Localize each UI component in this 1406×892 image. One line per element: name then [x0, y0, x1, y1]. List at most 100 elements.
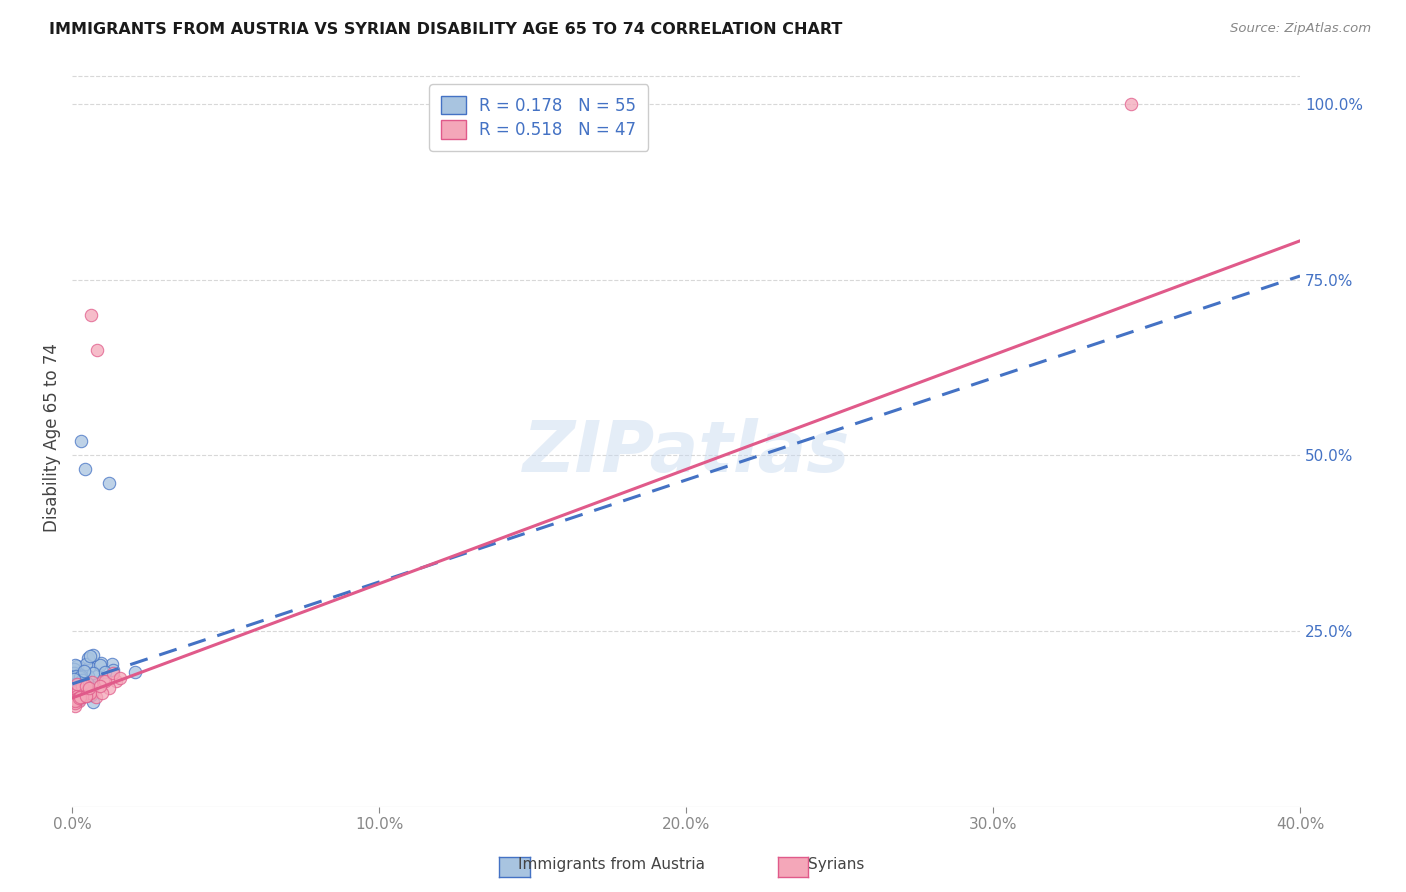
- Point: [65, 691, 87, 706]
- Point: [69, 673, 91, 687]
- Point: [73, 462, 96, 476]
- Text: IMMIGRANTS FROM AUSTRIA VS SYRIAN DISABILITY AGE 65 TO 74 CORRELATION CHART: IMMIGRANTS FROM AUSTRIA VS SYRIAN DISABI…: [49, 22, 842, 37]
- Point: [66, 686, 89, 700]
- Point: [80, 684, 103, 698]
- Point: [67, 691, 90, 706]
- Point: [79, 685, 101, 699]
- Point: [76, 684, 98, 698]
- Point: [63, 665, 86, 679]
- Point: [69, 670, 91, 684]
- Point: [79, 684, 101, 698]
- Point: [69, 674, 91, 689]
- Point: [62, 669, 84, 683]
- Point: [70, 673, 93, 687]
- Point: [75, 689, 97, 703]
- Point: [63, 673, 86, 687]
- Point: [72, 676, 94, 690]
- Point: [72, 689, 94, 703]
- Point: [79, 308, 101, 322]
- Point: [79, 648, 101, 663]
- Point: [65, 668, 87, 682]
- Point: [73, 665, 96, 679]
- Point: [65, 691, 87, 706]
- Point: [73, 681, 96, 695]
- Point: [65, 692, 87, 706]
- Point: [65, 693, 87, 707]
- Point: [70, 434, 93, 449]
- Point: [103, 665, 125, 680]
- Point: [103, 663, 125, 677]
- Point: [1121, 96, 1143, 111]
- Point: [66, 683, 89, 698]
- Text: ZIPatlas: ZIPatlas: [523, 418, 849, 487]
- Point: [77, 669, 100, 683]
- Text: Syrians: Syrians: [808, 857, 865, 872]
- Point: [65, 694, 87, 708]
- Y-axis label: Disability Age 65 to 74: Disability Age 65 to 74: [44, 343, 60, 533]
- Point: [65, 657, 87, 672]
- Point: [91, 674, 114, 689]
- Point: [72, 690, 94, 705]
- Point: [75, 657, 97, 671]
- Point: [75, 674, 97, 689]
- Point: [82, 694, 104, 708]
- Point: [80, 675, 103, 690]
- Point: [89, 657, 111, 672]
- Point: [72, 687, 94, 701]
- Point: [70, 669, 93, 683]
- Point: [75, 690, 97, 704]
- Point: [101, 657, 124, 671]
- Point: [82, 648, 104, 663]
- Point: [65, 691, 87, 706]
- Point: [108, 671, 131, 685]
- Point: [63, 676, 86, 690]
- Point: [63, 680, 86, 694]
- Point: [63, 676, 86, 690]
- Point: [66, 677, 89, 691]
- Text: Source: ZipAtlas.com: Source: ZipAtlas.com: [1230, 22, 1371, 36]
- Point: [65, 696, 87, 710]
- Point: [69, 690, 91, 704]
- Point: [69, 686, 91, 700]
- Point: [98, 681, 121, 696]
- Point: [84, 690, 107, 704]
- Point: [70, 674, 93, 689]
- Point: [104, 673, 127, 688]
- Point: [69, 668, 91, 682]
- Point: [93, 665, 115, 679]
- Point: [77, 688, 100, 702]
- Point: [98, 476, 121, 491]
- Point: [67, 693, 90, 707]
- Point: [89, 679, 111, 693]
- Point: [94, 673, 117, 688]
- Point: [65, 699, 87, 714]
- Point: [69, 690, 91, 704]
- Point: [76, 681, 98, 695]
- Point: [75, 679, 97, 693]
- Point: [77, 660, 100, 674]
- Point: [76, 676, 98, 690]
- Point: [62, 665, 84, 680]
- Point: [90, 656, 112, 670]
- Legend: R = 0.178   N = 55, R = 0.518   N = 47: R = 0.178 N = 55, R = 0.518 N = 47: [429, 84, 648, 151]
- Point: [86, 343, 108, 357]
- Point: [67, 693, 90, 707]
- Point: [75, 669, 97, 683]
- Text: Immigrants from Austria: Immigrants from Austria: [517, 857, 706, 872]
- Point: [70, 679, 93, 693]
- Point: [86, 669, 108, 683]
- Point: [65, 666, 87, 681]
- Point: [69, 677, 91, 691]
- Point: [62, 675, 84, 690]
- Point: [79, 681, 101, 695]
- Point: [65, 693, 87, 707]
- Point: [66, 689, 89, 703]
- Point: [69, 686, 91, 700]
- Point: [90, 686, 112, 700]
- Point: [77, 651, 100, 665]
- Point: [79, 686, 101, 700]
- Point: [72, 676, 94, 690]
- Point: [62, 662, 84, 676]
- Point: [62, 672, 84, 686]
- Point: [65, 686, 87, 700]
